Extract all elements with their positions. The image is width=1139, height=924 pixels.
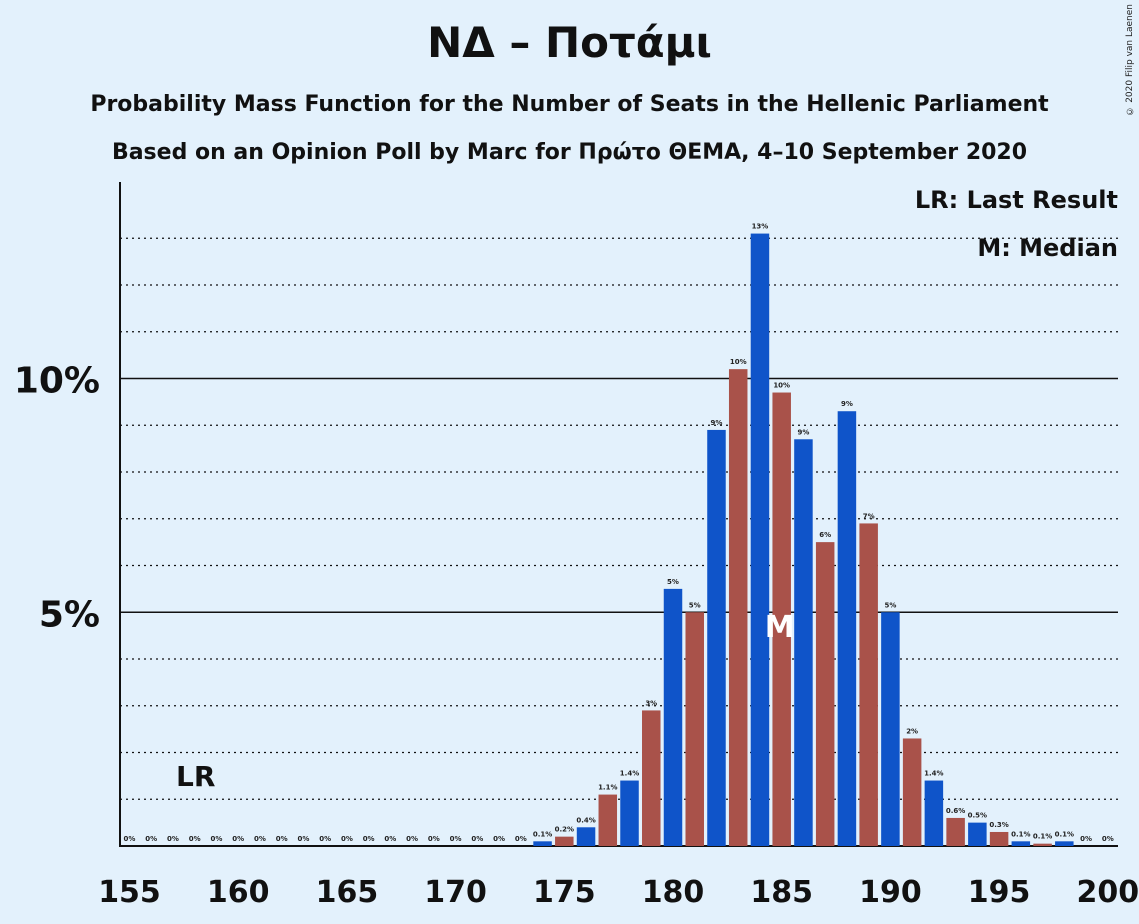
bar-value-label: 0% [341,835,353,843]
bar-178 [620,780,639,846]
bar-value-label: 1.4% [620,770,639,778]
bar-value-label: 1.4% [924,770,943,778]
bar-190 [881,612,900,846]
bar-value-label: 9% [711,419,723,427]
x-tick-label: 170 [424,875,487,910]
bar-value-label: 0.1% [1011,830,1030,838]
bar-194 [968,822,987,846]
bar-value-label: 3% [645,699,657,707]
bar-value-label: 0% [1102,835,1114,843]
x-tick-label: 160 [207,875,270,910]
bar-value-label: 10% [773,382,790,390]
bar-value-label: 0.4% [576,816,595,824]
chart-subtitle-1: Probability Mass Function for the Number… [90,92,1049,117]
bar-value-label: 1.1% [598,784,617,792]
bar-value-label: 0% [515,835,527,843]
legend-last-result: LR: Last Result [914,186,1118,214]
bar-182 [707,429,726,846]
bar-value-label: 0% [450,835,462,843]
bar-184 [750,233,770,846]
bar-value-label: 0% [319,835,331,843]
bar-183 [728,369,748,846]
bar-value-label: 10% [730,358,747,366]
bar-value-label: 0.5% [968,812,987,820]
bar-175 [555,836,574,846]
bar-value-label: 5% [689,601,701,609]
x-tick-label: 190 [859,875,922,910]
x-tick-label: 195 [968,875,1031,910]
bar-187 [815,542,835,846]
bar-198 [1055,841,1074,846]
bar-value-label: 0% [363,835,375,843]
bar-174 [533,841,552,846]
bar-196 [1011,841,1031,846]
bar-197 [1033,843,1052,846]
bar-value-label: 7% [863,512,875,520]
bar-188 [837,411,857,846]
bar-value-label: 0% [493,835,505,843]
bar-191 [902,738,922,846]
bar-189 [859,523,878,846]
chart-title: ΝΔ – Ποτάμι [427,18,712,67]
y-tick-label: 10% [14,361,100,402]
bar-value-label: 0% [254,835,266,843]
bar-value-label: 0% [297,835,309,843]
bar-179 [642,710,661,846]
y-tick-label: 5% [39,594,100,635]
bar-value-label: 0% [211,835,223,843]
bar-192 [924,780,944,846]
bar-value-label: 0% [232,835,244,843]
bar-180 [663,588,683,846]
bar-186 [794,439,813,846]
bar-value-label: 0.1% [533,830,552,838]
bar-193 [946,817,965,846]
x-tick-label: 180 [642,875,705,910]
bar-181 [685,612,704,846]
x-tick-label: 200 [1076,875,1139,910]
bar-value-label: 0.3% [989,821,1008,829]
bar-value-label: 9% [841,400,853,408]
bar-value-label: 0.1% [1033,833,1052,841]
x-tick-label: 185 [750,875,813,910]
median-marker: M [765,610,795,645]
bar-value-label: 0% [145,835,157,843]
bar-177 [598,794,618,846]
bar-value-label: 0% [428,835,440,843]
bar-value-label: 0.6% [946,807,965,815]
bar-value-label: 6% [819,531,831,539]
bar-value-label: 0% [406,835,418,843]
bar-185 [772,392,791,846]
bar-value-label: 13% [752,223,769,231]
bar-195 [989,831,1009,846]
bar-value-label: 0% [276,835,288,843]
x-tick-label: 155 [98,875,161,910]
last-result-marker: LR [176,760,215,793]
bar-value-label: 0.2% [555,826,574,834]
x-tick-label: 175 [533,875,596,910]
bar-value-label: 0.1% [1055,830,1074,838]
bar-value-label: 0% [189,835,201,843]
bar-value-label: 5% [667,578,679,586]
bar-value-label: 0% [1080,835,1092,843]
bar-value-label: 0% [124,835,136,843]
chart-subtitle-2: Based on an Opinion Poll by Marc for Πρώ… [111,140,1028,165]
legend-median: M: Median [977,234,1118,262]
bar-176 [576,827,596,846]
bar-value-label: 9% [797,428,809,436]
bar-value-label: 0% [384,835,396,843]
x-tick-label: 165 [316,875,379,910]
bar-value-label: 2% [906,727,918,735]
bar-value-label: 0% [471,835,483,843]
bar-value-label: 0% [167,835,179,843]
bar-value-label: 5% [884,601,896,609]
